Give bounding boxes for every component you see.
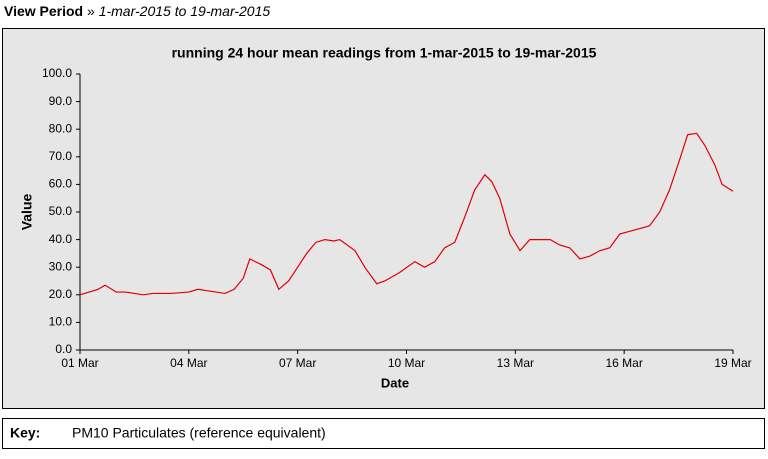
x-tick-label: 04 Mar [170, 356, 207, 370]
header-separator: » [87, 3, 95, 19]
chart-title: running 24 hour mean readings from 1-mar… [172, 45, 597, 61]
y-tick-label: 90.0 [49, 94, 73, 108]
key-box [2, 418, 765, 449]
header: View Period » 1-mar-2015 to 19-mar-2015 [4, 3, 270, 19]
y-tick-label: 50.0 [49, 204, 73, 218]
y-tick-label: 40.0 [49, 232, 73, 246]
legend-entry: PM10 Particulates (reference equivalent) [72, 425, 326, 441]
header-period: 1-mar-2015 to 19-mar-2015 [99, 3, 271, 19]
data-line [79, 132, 734, 296]
x-tick-label: 13 Mar [497, 356, 534, 370]
y-tick-label: 10.0 [49, 315, 73, 329]
x-tick-label: 19 Mar [714, 356, 751, 370]
key-label: Key: [10, 425, 40, 441]
x-axis-label: Date [381, 375, 409, 390]
x-tick-label: 07 Mar [279, 356, 316, 370]
y-tick-label: 60.0 [49, 177, 73, 191]
y-tick-label: 20.0 [49, 287, 73, 301]
y-tick-label: 70.0 [49, 149, 73, 163]
y-tick-label: 0.0 [55, 342, 72, 356]
x-tick-label: 16 Mar [605, 356, 642, 370]
x-tick-label: 01 Mar [61, 356, 98, 370]
y-tick-label: 80.0 [49, 121, 73, 135]
chart-frame [2, 28, 765, 409]
header-label: View Period [4, 3, 83, 19]
y-axis-label: Value [19, 194, 35, 231]
x-tick-label: 10 Mar [388, 356, 425, 370]
y-tick-label: 100.0 [42, 66, 72, 80]
y-tick-label: 30.0 [49, 259, 73, 273]
